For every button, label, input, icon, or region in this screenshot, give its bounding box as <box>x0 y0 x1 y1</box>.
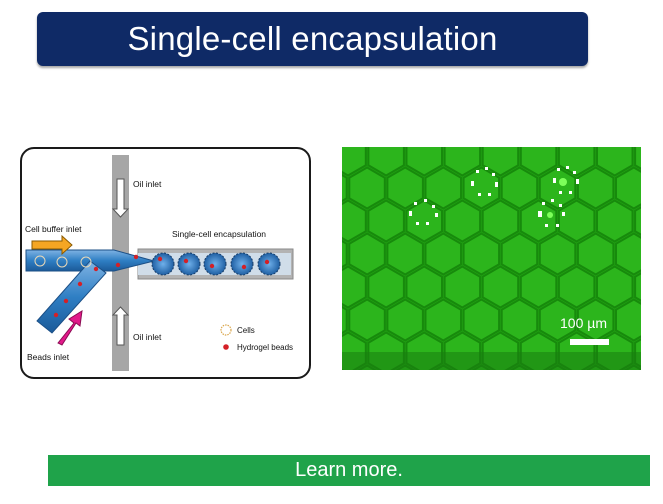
learn-more-label: Learn more. <box>295 459 403 481</box>
droplet-hexagon <box>424 298 462 342</box>
droplet-hexagon <box>519 265 558 309</box>
droplet-hexagon <box>462 232 501 276</box>
page-title: Single-cell encapsulation <box>127 20 498 57</box>
droplet-hexagon <box>367 265 405 309</box>
droplet-hexagon <box>596 199 634 243</box>
droplet-hexagon <box>615 166 641 210</box>
legend-bead-icon <box>223 344 229 350</box>
droplet-hexagon <box>405 147 443 177</box>
droplet-hexagon <box>405 199 443 243</box>
droplet-hexagon <box>386 166 424 210</box>
droplet-hexagon <box>500 166 539 210</box>
droplet-hexagon <box>557 265 596 309</box>
droplet-hexagon <box>342 239 348 269</box>
droplet-hexagon <box>405 265 443 309</box>
legend-cells-label: Cells <box>237 326 255 335</box>
droplet-hexagon <box>348 298 386 342</box>
droplet-hexagon <box>576 232 615 276</box>
droplet-hexagon <box>386 298 424 342</box>
beads-inlet-label: Beads inlet <box>27 352 70 362</box>
droplet-hexagon <box>348 166 386 210</box>
droplet-hexagon <box>348 232 386 276</box>
scale-bar <box>570 339 609 345</box>
droplet-hexagon <box>634 147 641 170</box>
droplet-hexagon <box>342 265 367 309</box>
droplet-hexagon <box>500 232 539 276</box>
droplet-hexagon <box>424 232 462 276</box>
droplets <box>151 252 281 276</box>
droplet-hexagon <box>367 147 405 177</box>
droplet-hexagon <box>576 166 615 210</box>
fluorescent-cell <box>559 178 567 186</box>
cell-buffer-inlet-arrow <box>31 234 73 256</box>
oil-inlet-bottom-arrow <box>111 306 130 346</box>
legend-beads-label: Hydrogel beads <box>237 343 293 352</box>
diagram-svg: Oil inlet Oil inlet Cell buffer inlet Be… <box>25 155 294 371</box>
droplet-hexagon <box>596 265 634 309</box>
fluorescent-cell <box>547 212 553 218</box>
droplet-hexagon <box>342 173 348 203</box>
droplet-hexagon <box>443 265 482 309</box>
droplet-hexagon <box>538 298 577 342</box>
microfluidic-diagram: Oil inlet Oil inlet Cell buffer inlet Be… <box>20 147 311 379</box>
droplet-hexagon <box>443 199 482 243</box>
cell-buffer-inlet-label: Cell buffer inlet <box>25 224 82 234</box>
droplet-hexagon <box>615 298 641 342</box>
droplet-markers <box>409 166 579 227</box>
droplet-hexagon <box>615 232 641 276</box>
beads-inlet-arrow <box>57 310 83 346</box>
droplet-hexagon <box>596 147 634 177</box>
droplet-beads <box>157 256 270 270</box>
droplet-hexagon <box>342 147 367 177</box>
fluorescence-micrograph <box>342 147 641 370</box>
droplet-hexagon <box>538 166 577 210</box>
oil-inlet-bottom-label: Oil inlet <box>133 332 162 342</box>
droplet-hexagon <box>386 232 424 276</box>
legend-cell-icon <box>220 324 232 336</box>
oil-inlet-top-label: Oil inlet <box>133 179 162 189</box>
droplet-hexagon <box>342 305 348 335</box>
droplet-hexagon <box>481 199 520 243</box>
droplet-hexagon <box>481 147 520 177</box>
droplet-hexagon <box>462 166 501 210</box>
droplet-hexagon <box>557 199 596 243</box>
hexagon-grid <box>342 147 641 370</box>
buffer-cells <box>34 255 92 268</box>
droplet-hexagon <box>462 298 501 342</box>
droplet-hexagon <box>481 265 520 309</box>
droplet-hexagon <box>342 199 367 243</box>
droplet-hexagon <box>519 147 558 177</box>
oil-inlet-top-arrow <box>111 178 130 218</box>
droplet-hexagon <box>634 272 641 302</box>
droplet-hexagon <box>424 166 462 210</box>
droplet-hexagon <box>576 298 615 342</box>
channel-beads <box>53 254 139 318</box>
droplet-hexagon <box>519 199 558 243</box>
output-label: Single-cell encapsulation <box>172 229 266 239</box>
title-banner: Single-cell encapsulation <box>37 12 588 66</box>
scale-bar-label: 100 µm <box>560 315 607 331</box>
droplet-hexagon <box>367 199 405 243</box>
droplet-hexagon <box>634 206 641 236</box>
micrograph-svg <box>342 147 641 370</box>
droplet-hexagon <box>500 298 539 342</box>
beads-channel <box>36 260 107 334</box>
droplet-hexagon <box>538 232 577 276</box>
learn-more-button[interactable]: Learn more. <box>48 455 650 486</box>
droplet-hexagon <box>443 147 482 177</box>
